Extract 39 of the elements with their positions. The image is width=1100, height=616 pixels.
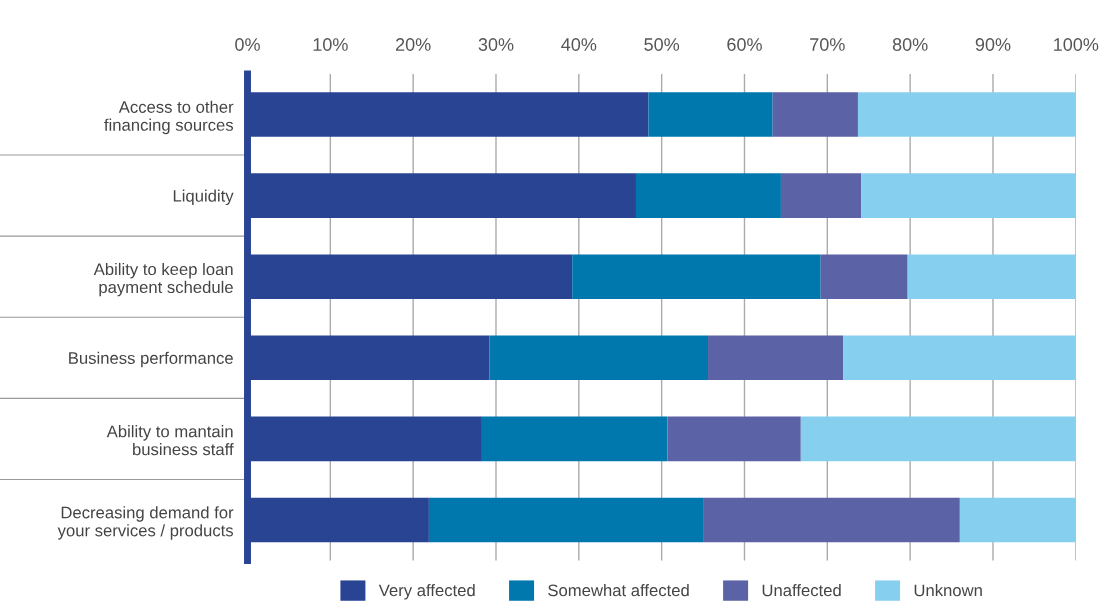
bar: [857, 92, 1076, 137]
bar: [489, 335, 709, 381]
bar: [703, 497, 960, 543]
bar: [667, 416, 801, 462]
bar: [907, 254, 1076, 299]
bar: [861, 173, 1076, 218]
x-tick-label: 30%: [478, 38, 514, 51]
x-tick-label: 70%: [810, 38, 845, 51]
x-tick-label: 40%: [561, 38, 597, 51]
x-tick-label: 90%: [975, 38, 1011, 51]
x-tick-label: 50%: [644, 38, 680, 51]
y-tick-label: Access to other financing sources: [104, 100, 234, 135]
x-tick-label: 10%: [313, 38, 348, 51]
y-tick-label: Business performance: [69, 351, 233, 368]
y-tick-label: Liquidity: [173, 189, 234, 206]
x-tick-label: 20%: [396, 38, 431, 51]
y-tick-label: Decreasing demand for your services / products: [57, 506, 234, 540]
x-tick-label: 0%: [235, 38, 260, 51]
legend-label: Very affected: [378, 584, 475, 600]
x-tick-label: 60%: [727, 38, 762, 51]
bar: [800, 416, 1076, 462]
bar: [959, 497, 1076, 543]
bar: [635, 173, 781, 218]
x-tick-label: 80%: [892, 38, 928, 51]
y-tick-label: Ability to keep loan payment schedule: [93, 262, 233, 297]
bar: [481, 416, 668, 462]
legend-label: Somewhat affected: [548, 584, 689, 597]
bar: [843, 335, 1076, 381]
legend-label: Unaffected: [762, 584, 841, 597]
bar: [820, 254, 908, 299]
bar: [428, 497, 704, 543]
bar: [780, 173, 862, 218]
bar: [572, 254, 821, 299]
y-tick-label: Ability to mantain business staff: [106, 425, 234, 456]
bar: [648, 92, 773, 137]
bar: [772, 92, 858, 137]
x-tick-label: 100%: [1054, 38, 1099, 51]
legend-label: Unknown: [914, 584, 982, 597]
bar: [708, 335, 844, 381]
